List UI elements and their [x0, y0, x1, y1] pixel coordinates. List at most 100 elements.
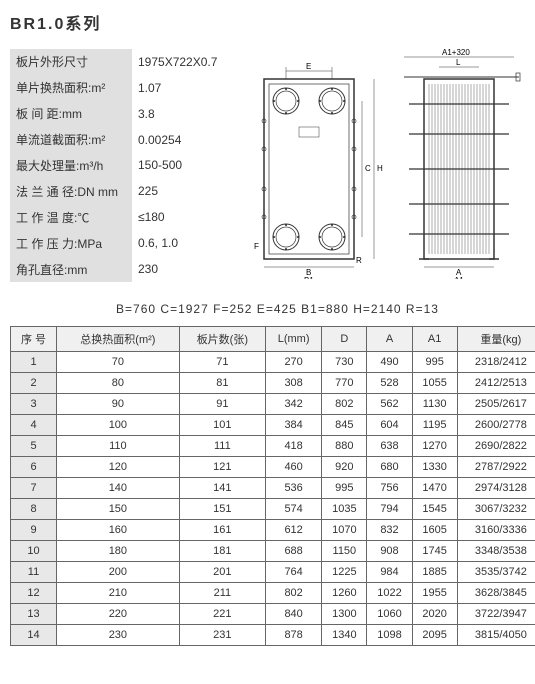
table-cell: 1195	[412, 415, 457, 436]
series-title: BR1.0系列	[10, 10, 535, 34]
table-cell: 2974/3128	[457, 478, 535, 499]
table-cell: 150	[57, 499, 180, 520]
spec-label: 单片换热面积:m²	[10, 75, 132, 101]
spec-label: 板 间 距:mm	[10, 101, 132, 127]
table-cell: 2412/2513	[457, 373, 535, 394]
table-cell: 110	[57, 436, 180, 457]
table-cell: 840	[265, 604, 321, 625]
table-cell: 490	[367, 352, 412, 373]
table-cell: 1885	[412, 562, 457, 583]
table-cell: 70	[57, 352, 180, 373]
table-cell: 4	[11, 415, 57, 436]
table-cell: 920	[322, 457, 367, 478]
table-row: 511011141888063812702690/2822	[11, 436, 535, 457]
table-cell: 802	[322, 394, 367, 415]
table-header: A1	[412, 327, 457, 352]
table-cell: 995	[322, 478, 367, 499]
table-cell: 2505/2617	[457, 394, 535, 415]
table-row: 714014153699575614702974/3128	[11, 478, 535, 499]
table-cell: 91	[179, 394, 265, 415]
table-cell: 1150	[322, 541, 367, 562]
dim-h-label: H	[377, 164, 383, 173]
table-header: L(mm)	[265, 327, 321, 352]
table-cell: 210	[57, 583, 180, 604]
table-row: 9160161612107083216053160/3336	[11, 520, 535, 541]
table-row: 3909134280256211302505/2617	[11, 394, 535, 415]
table-cell: 9	[11, 520, 57, 541]
dim-b1-label: B1	[304, 276, 314, 279]
dim-c-label: C	[365, 164, 371, 173]
table-cell: 574	[265, 499, 321, 520]
dim-a1-label: A1	[454, 276, 464, 279]
table-cell: 180	[57, 541, 180, 562]
spec-value: 225	[132, 178, 234, 204]
table-cell: 80	[57, 373, 180, 394]
table-cell: 2020	[412, 604, 457, 625]
table-cell: 221	[179, 604, 265, 625]
table-cell: 984	[367, 562, 412, 583]
table-header: A	[367, 327, 412, 352]
table-cell: 6	[11, 457, 57, 478]
spec-label: 法 兰 通 径:DN mm	[10, 178, 132, 204]
technical-diagram: E C H B B1 F R A1+320	[244, 49, 524, 279]
table-row: 11200201764122598418853535/3742	[11, 562, 535, 583]
dim-l-label: L	[456, 58, 461, 67]
table-cell: 1035	[322, 499, 367, 520]
table-cell: 181	[179, 541, 265, 562]
table-cell: 160	[57, 520, 180, 541]
table-cell: 10	[11, 541, 57, 562]
table-header: 重量(kg)	[457, 327, 535, 352]
table-cell: 562	[367, 394, 412, 415]
table-cell: 2787/2922	[457, 457, 535, 478]
table-cell: 3722/3947	[457, 604, 535, 625]
table-cell: 2	[11, 373, 57, 394]
table-cell: 7	[11, 478, 57, 499]
table-cell: 12	[11, 583, 57, 604]
table-header: 总换热面积(m²)	[57, 327, 180, 352]
table-cell: 680	[367, 457, 412, 478]
table-row: 8150151574103579415453067/3232	[11, 499, 535, 520]
table-cell: 1470	[412, 478, 457, 499]
table-cell: 536	[265, 478, 321, 499]
table-cell: 3348/3538	[457, 541, 535, 562]
table-cell: 1055	[412, 373, 457, 394]
table-cell: 878	[265, 625, 321, 646]
table-cell: 1745	[412, 541, 457, 562]
table-cell: 3160/3336	[457, 520, 535, 541]
table-cell: 995	[412, 352, 457, 373]
table-cell: 5	[11, 436, 57, 457]
table-cell: 101	[179, 415, 265, 436]
table-cell: 120	[57, 457, 180, 478]
spec-value: 1975X722X0.7	[132, 49, 234, 75]
dim-f-label: F	[254, 242, 259, 251]
table-cell: 688	[265, 541, 321, 562]
table-cell: 231	[179, 625, 265, 646]
spec-label: 板片外形尺寸	[10, 49, 132, 75]
spec-value: 1.07	[132, 75, 234, 101]
table-cell: 1605	[412, 520, 457, 541]
table-header: 序 号	[11, 327, 57, 352]
table-cell: 612	[265, 520, 321, 541]
table-row: 10180181688115090817453348/3538	[11, 541, 535, 562]
spec-label: 工 作 压 力:MPa	[10, 230, 132, 256]
table-cell: 2095	[412, 625, 457, 646]
table-cell: 11	[11, 562, 57, 583]
spec-value: 230	[132, 256, 234, 282]
table-row: 142302318781340109820953815/4050	[11, 625, 535, 646]
data-table: 序 号总换热面积(m²)板片数(张)L(mm)DAA1重量(kg) 170712…	[10, 326, 535, 646]
table-cell: 1130	[412, 394, 457, 415]
table-row: 170712707304909952318/2412	[11, 352, 535, 373]
table-cell: 111	[179, 436, 265, 457]
table-cell: 2318/2412	[457, 352, 535, 373]
table-cell: 1022	[367, 583, 412, 604]
table-cell: 3	[11, 394, 57, 415]
table-cell: 604	[367, 415, 412, 436]
table-cell: 1340	[322, 625, 367, 646]
table-cell: 460	[265, 457, 321, 478]
dim-a1-320-label: A1+320	[442, 49, 470, 57]
table-cell: 201	[179, 562, 265, 583]
front-view: E C H B B1 F R	[254, 62, 383, 279]
table-cell: 832	[367, 520, 412, 541]
table-row: 410010138484560411952600/2778	[11, 415, 535, 436]
table-cell: 1330	[412, 457, 457, 478]
